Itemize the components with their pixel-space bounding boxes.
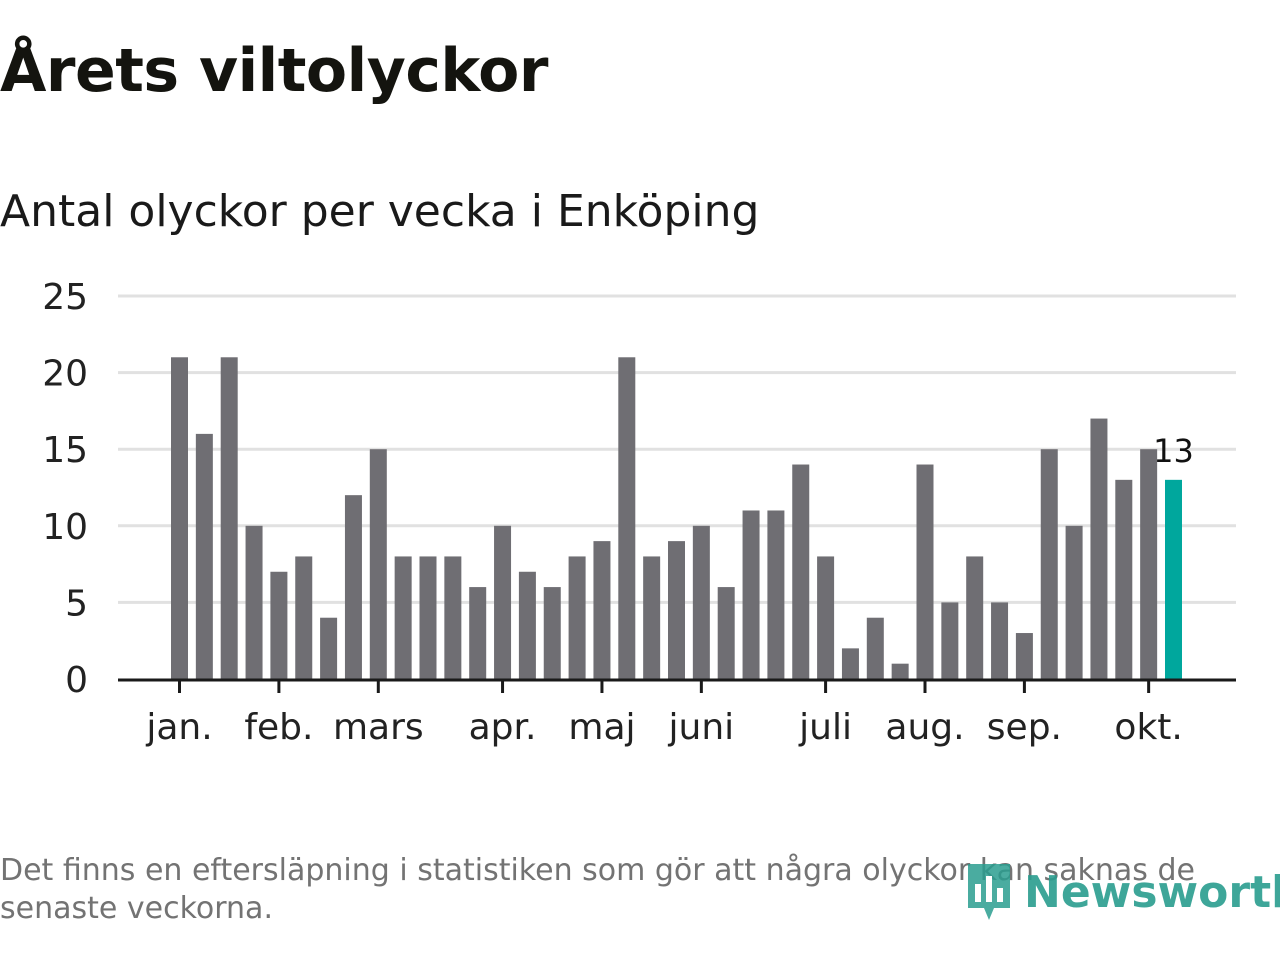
chart-subtitle: Antal olyckor per vecka i Enköping <box>0 186 760 237</box>
x-tick-label: sep. <box>987 707 1062 748</box>
x-tick-label: juni <box>668 707 735 748</box>
bar <box>618 357 636 679</box>
bar <box>344 495 362 679</box>
bar <box>444 556 462 679</box>
bar <box>817 556 835 679</box>
bar <box>1090 418 1108 679</box>
bar <box>568 556 586 679</box>
x-tick-label: apr. <box>469 707 537 748</box>
bar <box>866 617 884 679</box>
x-tick-label: jan. <box>145 707 212 748</box>
bar <box>593 541 611 679</box>
bar <box>1115 479 1133 679</box>
bar <box>469 587 487 679</box>
y-tick-label: 0 <box>65 660 88 701</box>
bar <box>220 357 238 679</box>
bar <box>1065 525 1083 679</box>
brand-name: Newsworthy <box>1024 866 1280 918</box>
bar <box>742 510 760 679</box>
y-axis-labels: 0 5 10 15 20 25 <box>42 277 88 701</box>
y-tick-label: 20 <box>42 354 88 395</box>
bar <box>916 464 934 679</box>
bar-chart: 0 5 10 15 20 25 jan. feb. mars apr. maj juni juli au… <box>42 277 1236 748</box>
x-tick-label: okt. <box>1114 707 1182 748</box>
y-tick-label: 10 <box>42 507 88 548</box>
highlight-value-label: 13 <box>1153 432 1194 470</box>
bar <box>966 556 984 679</box>
bar <box>643 556 661 679</box>
bar <box>792 464 810 679</box>
x-axis <box>118 678 1236 693</box>
bar <box>320 617 338 679</box>
bar <box>195 433 213 679</box>
y-tick-label: 5 <box>65 583 88 624</box>
bar <box>692 525 710 679</box>
x-tick-label: feb. <box>244 707 313 748</box>
bar <box>270 571 288 679</box>
bar-highlight <box>1165 479 1182 679</box>
bar <box>295 556 313 679</box>
bar <box>767 510 785 679</box>
bar <box>891 663 909 679</box>
bar <box>171 357 188 679</box>
bars <box>171 357 1182 679</box>
x-tick-label: aug. <box>885 707 964 748</box>
y-tick-label: 25 <box>42 277 88 318</box>
bar <box>668 541 685 679</box>
bar <box>394 556 412 679</box>
brand-logo: Newsworthy <box>964 860 1280 924</box>
newsworthy-logo-icon <box>968 864 1010 920</box>
x-tick-label: maj <box>568 707 635 748</box>
x-tick-label: mars <box>333 707 424 748</box>
chart-title: Årets viltolyckor <box>0 36 549 106</box>
bar <box>991 602 1009 679</box>
x-tick-label: juli <box>798 707 852 748</box>
bar <box>1140 449 1158 679</box>
bar <box>369 449 387 679</box>
bar <box>419 556 437 679</box>
bar <box>245 525 263 679</box>
bar <box>1040 449 1058 679</box>
bar <box>543 587 561 679</box>
bar <box>494 525 512 679</box>
y-tick-label: 15 <box>42 430 88 471</box>
bar <box>941 602 959 679</box>
x-axis-labels: jan. feb. mars apr. maj juni juli aug. sep. okt. <box>145 707 1183 748</box>
bar <box>518 571 536 679</box>
data-labels: 13 <box>1153 432 1194 470</box>
bar <box>717 587 735 679</box>
bar <box>841 648 859 679</box>
bar <box>1015 633 1033 679</box>
